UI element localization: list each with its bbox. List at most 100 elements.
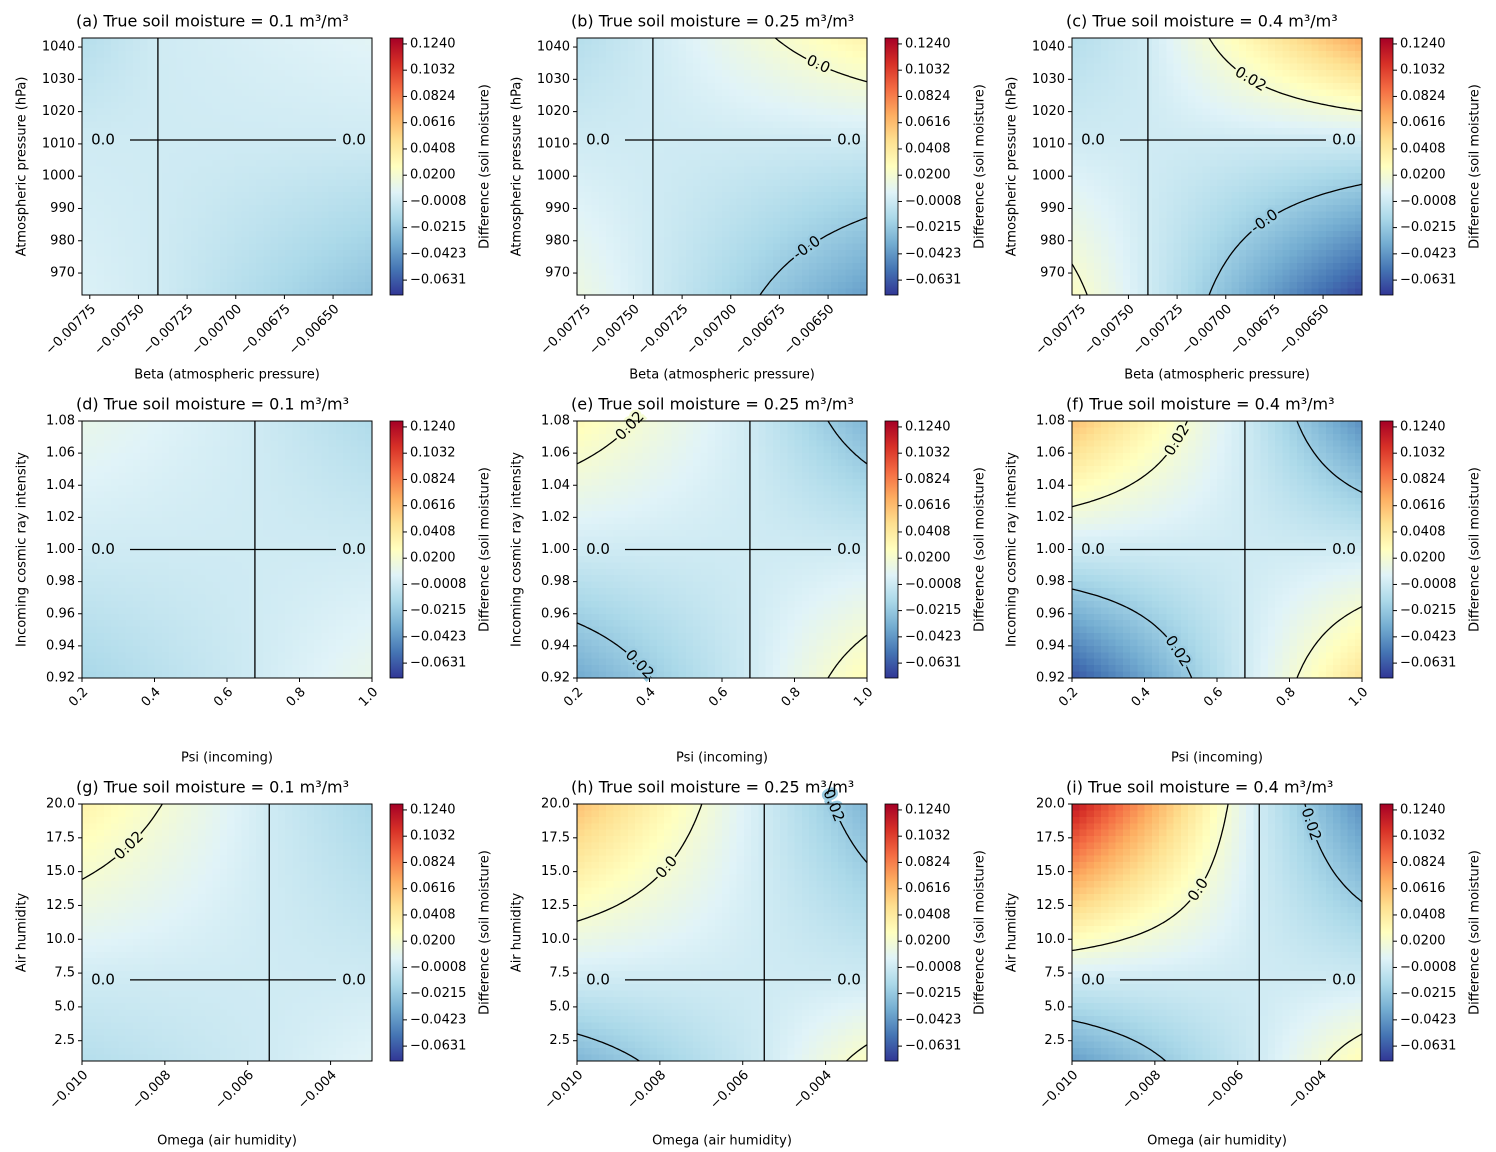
contour-cell: [82, 498, 90, 506]
contour-cell: [729, 70, 738, 78]
contour-cell: [169, 70, 177, 78]
contour-cell: [1267, 275, 1276, 283]
contour-cell: [350, 185, 359, 193]
contour-cell: [664, 172, 672, 180]
contour-cell: [1260, 243, 1269, 251]
contour-cell: [772, 262, 781, 270]
contour-cell: [335, 38, 344, 46]
contour-cell: [1282, 108, 1291, 116]
contour-cell: [751, 57, 759, 65]
contour-cell: [169, 275, 177, 283]
contour-cell: [299, 38, 308, 46]
contour-cell: [1079, 153, 1088, 161]
contour-cell: [306, 288, 315, 296]
contour-cell: [205, 127, 214, 135]
contour-cell: [227, 288, 235, 296]
contour-cell: [1180, 76, 1189, 84]
contour-cell: [685, 147, 694, 155]
contour-cell: [219, 108, 228, 116]
contour-cell: [1108, 95, 1117, 103]
contour-cell: [729, 102, 738, 110]
contour-cell: [577, 102, 585, 110]
contour-cell: [270, 198, 279, 206]
contour-cell: [1275, 108, 1283, 116]
contour-cell: [758, 224, 767, 232]
contour-cell: [176, 153, 185, 161]
contour-cell: [1217, 262, 1225, 270]
contour-cell: [685, 217, 694, 225]
contour-cell: [234, 160, 243, 168]
contour-cell: [169, 172, 177, 180]
contour-cell: [606, 185, 614, 193]
contour-cell: [1238, 44, 1247, 52]
contour-cell: [227, 57, 235, 65]
contour-cell: [700, 179, 709, 187]
contour-cell: [613, 250, 622, 258]
contour-cell: [1333, 282, 1341, 290]
contour-cell: [1318, 166, 1327, 174]
contour-cell: [685, 134, 694, 142]
contour-cell: [736, 179, 745, 187]
contour-cell: [1325, 256, 1334, 264]
contour-cell: [693, 160, 701, 168]
contour-cell: [780, 57, 788, 65]
contour-cell: [343, 282, 351, 290]
contour-cell: [1267, 50, 1276, 58]
contour-cell: [205, 160, 214, 168]
contour-cell: [285, 108, 293, 116]
contour-cell: [1238, 140, 1247, 148]
contour-cell: [118, 160, 127, 168]
contour-cell: [1340, 63, 1349, 71]
contour-cell: [1340, 198, 1349, 206]
contour-cell: [606, 95, 614, 103]
title: (a) True soil moisture = 0.1 m³/m³: [76, 12, 349, 31]
contour-cell: [1137, 134, 1146, 142]
contour-cell: [1347, 211, 1356, 219]
contour-cell: [671, 140, 680, 148]
contour-cell: [729, 179, 738, 187]
contour-cell: [1354, 198, 1363, 206]
colorbar-label: Difference (soil moisture): [1468, 84, 1483, 249]
contour-cell: [82, 224, 90, 232]
contour-cell: [212, 211, 221, 219]
contour-cell: [343, 89, 351, 97]
contour-cell: [270, 243, 279, 251]
contour-cell: [838, 179, 846, 187]
contour-cell: [219, 38, 228, 46]
contour-cell: [693, 140, 701, 148]
contour-cell: [1130, 282, 1138, 290]
contour-cell: [823, 185, 832, 193]
contour-cell: [270, 134, 279, 142]
contour-cell: [1122, 288, 1131, 296]
contour-cell: [664, 205, 672, 213]
contour-cell: [1101, 153, 1109, 161]
contour-cell: [227, 38, 235, 46]
contour-cell: [140, 57, 148, 65]
contour-cell: [1086, 70, 1095, 78]
contour-cell: [1304, 198, 1312, 206]
contour-cell: [96, 172, 105, 180]
contour-cell: [642, 262, 651, 270]
contour-cell: [1151, 288, 1160, 296]
contour-cell: [1354, 256, 1363, 264]
contour-cell: [1304, 70, 1312, 78]
contour-cell: [714, 160, 723, 168]
contour-cell: [859, 38, 868, 46]
contour-cell: [765, 121, 774, 129]
contour-cell: [845, 115, 854, 123]
contour-cell: [103, 250, 112, 258]
contour-cell: [707, 102, 716, 110]
contour-cell: [212, 256, 221, 264]
contour-cell: [227, 243, 235, 251]
contour-cell: [809, 57, 817, 65]
contour-cell: [787, 57, 796, 65]
contour-cell: [227, 121, 235, 129]
contour-cell: [772, 224, 781, 232]
contour-cell: [577, 50, 585, 58]
contour-cell: [357, 192, 366, 200]
contour-cell: [147, 44, 156, 52]
contour-cell: [1304, 250, 1312, 258]
contour-cell: [140, 185, 148, 193]
contour-cell: [1296, 63, 1305, 71]
contour-cell: [241, 147, 250, 155]
